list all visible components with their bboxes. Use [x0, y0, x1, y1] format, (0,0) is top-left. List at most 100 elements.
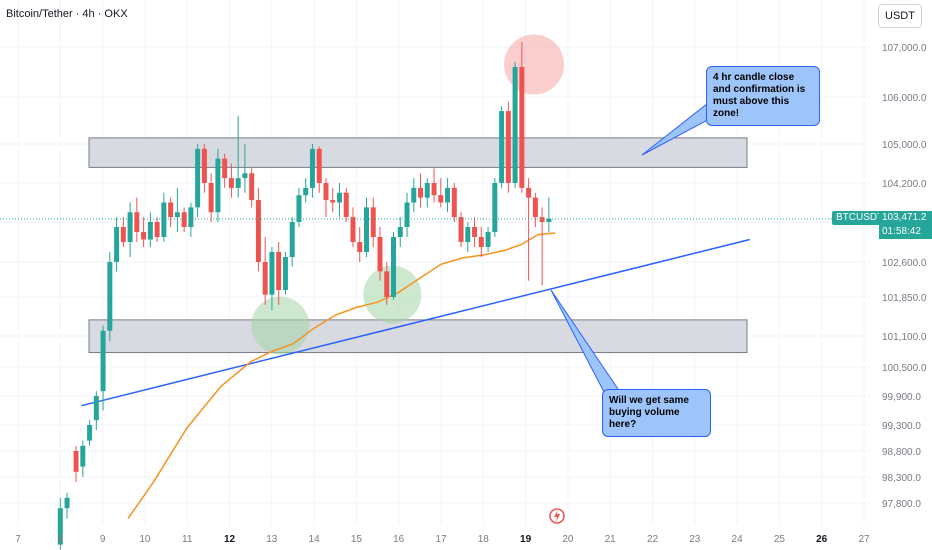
callout-line: Will we get same [609, 395, 689, 406]
callout-line: buying volume here? [609, 407, 680, 430]
candle-down [154, 222, 160, 237]
candle-up [161, 202, 167, 237]
candle-up [499, 111, 505, 183]
candle-down [73, 451, 79, 472]
candle-up [363, 207, 369, 252]
candle-up [296, 195, 302, 222]
candle-up [269, 252, 275, 295]
current-price-badge: 103,471.2 01:58:42 [879, 211, 932, 239]
moving-average [127, 232, 556, 520]
candle-up [465, 227, 471, 242]
candle-up [64, 497, 70, 509]
y-tick-label: 106,000.0 [882, 93, 927, 104]
y-tick-label: 98,800.0 [882, 447, 921, 458]
candle-down [519, 67, 525, 188]
symbol-title: Bitcoin/Tether · 4h · OKX [6, 8, 128, 20]
alert-icon[interactable] [549, 508, 565, 524]
candle-up [546, 218, 552, 222]
candle-down [526, 187, 532, 198]
candle-down [377, 237, 383, 272]
candle-up [80, 445, 86, 467]
x-tick-label: 19 [520, 534, 532, 545]
candle-up [445, 187, 451, 203]
candle-up [492, 183, 498, 232]
x-tick-label: 7 [15, 534, 21, 545]
candle-down [384, 271, 390, 297]
ema-line [127, 232, 556, 520]
y-tick-label: 100,500.0 [882, 363, 927, 374]
y-tick-label: 105,000.0 [882, 140, 927, 151]
candle-down [343, 192, 349, 218]
highlight-circle-green [251, 296, 310, 355]
candle-up [289, 222, 295, 257]
candle-down [458, 217, 464, 242]
candle-up [147, 222, 153, 240]
candle-down [255, 200, 261, 262]
candle-up [107, 262, 113, 331]
price-axis: 107,000.0 106,000.0 105,000.0 104,200.0 103,… [882, 43, 927, 510]
candle-up [114, 227, 120, 262]
y-tick-label: 101,850.0 [882, 293, 927, 304]
candle-up [404, 202, 410, 227]
candle-down [505, 111, 511, 183]
support-callout[interactable]: Will we get same buying volume here? [602, 389, 711, 437]
highlight-circles [251, 34, 565, 355]
y-tick-label: 99,900.0 [882, 392, 921, 403]
support-zone [88, 319, 748, 354]
x-tick-label: 8 [58, 534, 64, 545]
candle-up [195, 148, 201, 208]
candle-down [532, 197, 538, 218]
y-tick-label: 102,600.0 [882, 258, 927, 269]
candle-down [222, 158, 228, 179]
candle-down [316, 148, 322, 183]
candle-down [431, 183, 437, 196]
candle-down [539, 217, 545, 222]
y-tick-label: 101,100.0 [882, 332, 927, 343]
candle-down [249, 173, 255, 201]
candle-up [282, 257, 288, 290]
y-tick-label: 99,300.0 [882, 421, 921, 432]
candle-down [262, 262, 268, 295]
candle-down [350, 217, 356, 242]
bar-countdown: 01:58:42 [882, 226, 921, 237]
x-tick-label: 15 [351, 534, 363, 545]
rising-trendline [81, 238, 750, 407]
candle-up [424, 183, 430, 198]
x-tick-label: 18 [478, 534, 490, 545]
x-tick-label: 12 [224, 534, 236, 545]
candle-up [397, 227, 403, 237]
candle-down [168, 202, 174, 218]
currency-button[interactable]: USDT [878, 4, 922, 28]
candle-up [309, 148, 315, 188]
candle-down [134, 212, 140, 232]
symbol-price-label: BTCUSDT [832, 211, 888, 225]
callout-line: and confirmation is [713, 84, 806, 95]
candle-down [330, 200, 336, 203]
candle-down [451, 187, 457, 218]
resistance-zone [88, 137, 748, 168]
y-tick-label: 107,000.0 [882, 43, 927, 54]
y-tick-label: 97,800.0 [882, 499, 921, 510]
x-tick-label: 23 [689, 534, 701, 545]
resistance-callout[interactable]: 4 hr candle close and confirmation is mu… [706, 66, 820, 126]
candle-up [242, 173, 248, 179]
time-axis: 7 8 9 10 11 12 13 14 15 16 17 18 19 20 21 22 23 24 25 26 27 [15, 534, 870, 545]
trendline[interactable] [81, 238, 750, 407]
x-tick-label: 11 [182, 534, 193, 545]
callout-line: must above this zone! [713, 96, 790, 119]
candle-up [87, 425, 93, 441]
candle-up [391, 237, 397, 297]
candle-up [411, 187, 417, 203]
candle-down [472, 227, 478, 237]
candle-down [181, 212, 187, 227]
candle-down [201, 148, 207, 183]
current-price-value: 103,471.2 [882, 212, 927, 223]
x-tick-label: 20 [562, 534, 574, 545]
candle-up [512, 67, 518, 183]
highlight-circle-red [504, 34, 565, 95]
candle-down [120, 227, 126, 242]
y-tick-label: 104,200.0 [882, 179, 927, 190]
candle-up [174, 212, 180, 218]
candle-up [485, 232, 491, 247]
callout-line: 4 hr candle close [713, 72, 795, 83]
